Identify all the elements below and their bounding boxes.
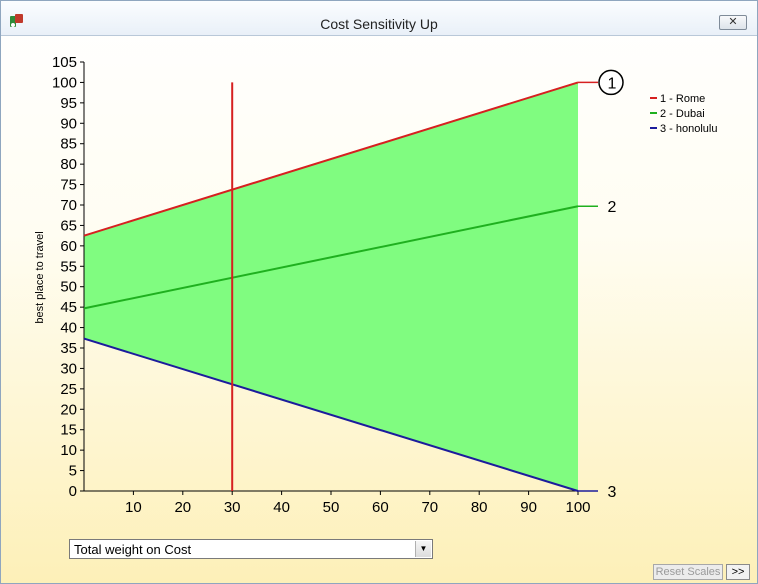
series-end-label-1: 1 [608, 75, 617, 92]
x-tick-label: 20 [174, 499, 191, 516]
y-tick-label: 35 [60, 340, 77, 357]
y-tick-label: 30 [60, 360, 77, 377]
series-line-1 [83, 81, 579, 237]
x-tick-label: 60 [372, 499, 389, 516]
legend-label-3: 3 - honolulu [660, 123, 718, 135]
y-tick-label: 20 [60, 401, 77, 418]
x-tick-label: 100 [565, 499, 590, 516]
preference-envelope [84, 82, 578, 491]
window-title: Cost Sensitivity Up [320, 16, 438, 32]
series-line-3 [83, 337, 579, 492]
x-tick-label: 50 [323, 499, 340, 516]
title-bar: Cost Sensitivity Up ✕ [1, 1, 757, 36]
y-tick-label: 105 [52, 54, 77, 71]
more-button[interactable]: >> [726, 564, 750, 580]
x-tick-label: 40 [273, 499, 290, 516]
legend-label-2: 2 - Dubai [660, 108, 705, 120]
y-tick-label: 55 [60, 258, 77, 275]
x-tick-label: 70 [421, 499, 438, 516]
y-tick-label: 80 [60, 156, 77, 173]
y-tick-label: 90 [60, 115, 77, 132]
x-tick-label: 90 [520, 499, 537, 516]
y-tick-label: 0 [69, 483, 77, 500]
weight-dropdown-value: Total weight on Cost [74, 542, 192, 557]
y-tick-label: 10 [60, 442, 77, 459]
y-tick-label: 50 [60, 279, 77, 296]
y-tick-label: 75 [60, 177, 77, 194]
chevron-down-icon[interactable]: ▼ [415, 541, 431, 557]
y-tick-label: 85 [60, 136, 77, 153]
x-tick-label: 10 [125, 499, 142, 516]
sensitivity-chart: 0 5 10 15 20 25 30 35 40 45 50 55 60 65 70 75 80 85 90 95 10… [34, 54, 718, 516]
y-tick-label: 15 [60, 422, 77, 439]
y-tick-label: 40 [60, 320, 77, 337]
y-tick-label: 100 [52, 74, 77, 91]
y-tick-label: 25 [60, 381, 77, 398]
y-tick-label: 70 [60, 197, 77, 214]
x-tick-label: 30 [224, 499, 241, 516]
series-end-label-2: 2 [608, 199, 617, 216]
app-icon [10, 14, 23, 27]
y-tick-label: 45 [60, 299, 77, 316]
y-tick-label: 95 [60, 95, 77, 112]
y-axis-label: best place to travel [34, 231, 46, 323]
selected-alternative-circle [598, 69, 624, 96]
legend-label-1: 1 - Rome [660, 93, 705, 105]
y-tick-label: 5 [69, 463, 77, 480]
series-end-label-3: 3 [608, 484, 617, 501]
series-line-2 [83, 205, 579, 310]
y-tick-label: 60 [60, 238, 77, 255]
reset-scales-button[interactable]: Reset Scales [653, 564, 723, 580]
x-tick-label: 80 [471, 499, 488, 516]
weight-dropdown[interactable]: Total weight on Cost ▼ [69, 539, 433, 559]
close-button[interactable]: ✕ [719, 15, 747, 30]
y-tick-label: 65 [60, 217, 77, 234]
